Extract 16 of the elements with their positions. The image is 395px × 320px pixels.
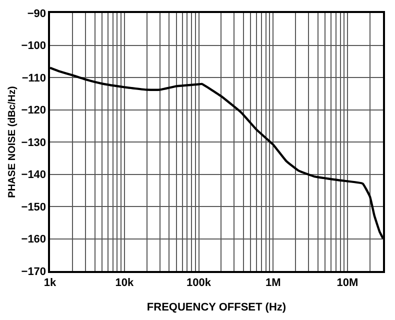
y-tick-label: −90 xyxy=(27,8,46,20)
y-axis-title: PHASE NOISE (dBc/Hz) xyxy=(6,86,18,198)
y-tick-label: −140 xyxy=(21,169,46,182)
x-tick-label: 10M xyxy=(336,276,358,289)
y-tick-label: −110 xyxy=(22,72,46,84)
x-tick-label: 1M xyxy=(265,276,281,289)
y-tick-label: −160 xyxy=(21,234,46,246)
x-tick-label: 100k xyxy=(186,276,212,289)
y-tick-label: −100 xyxy=(21,40,46,52)
x-axis-title: FREQUENCY OFFSET (Hz) xyxy=(146,302,286,314)
x-tick-label: 1k xyxy=(44,276,57,289)
x-tick-label: 10k xyxy=(115,276,134,289)
y-tick-label: −130 xyxy=(21,136,46,149)
y-tick-label: −120 xyxy=(21,104,46,117)
y-tick-label: −150 xyxy=(21,201,46,214)
y-tick-label: −170 xyxy=(21,266,46,278)
